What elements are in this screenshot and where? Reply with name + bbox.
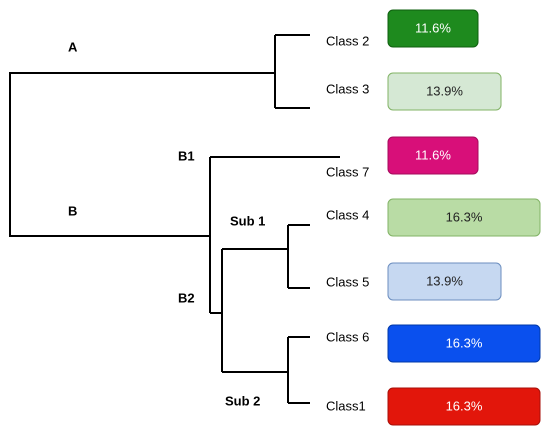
share-box: [387, 324, 541, 363]
share-box: [387, 262, 502, 301]
leaf-label: Class1: [326, 398, 366, 413]
tree-lines: [9, 34, 340, 404]
leaf-label: Class 7: [326, 164, 369, 179]
share-value: 16.3%: [446, 398, 483, 413]
share-box: [387, 387, 541, 426]
share-box: [387, 136, 479, 175]
node-label: Sub 1: [230, 213, 265, 228]
share-box: [387, 9, 479, 48]
share-value: 13.9%: [426, 83, 463, 98]
node-label: B2: [178, 290, 195, 305]
share-value: 16.3%: [446, 335, 483, 350]
share-value: 16.3%: [446, 209, 483, 224]
leaf-label: Class 3: [326, 81, 369, 96]
node-label: B1: [178, 148, 195, 163]
share-box: [387, 198, 541, 237]
leaf-label: Class 2: [326, 33, 369, 48]
share-value: 13.9%: [426, 273, 463, 288]
node-label: B: [68, 203, 77, 218]
share-value: 11.6%: [415, 20, 451, 35]
share-box: [387, 72, 502, 111]
leaf-label: Class 4: [326, 207, 369, 222]
node-label: Sub 2: [225, 393, 260, 408]
node-label: A: [68, 39, 78, 54]
leaf-label: Class 6: [326, 329, 369, 344]
leaf-label: Class 5: [326, 274, 369, 289]
share-value: 11.6%: [415, 147, 451, 162]
